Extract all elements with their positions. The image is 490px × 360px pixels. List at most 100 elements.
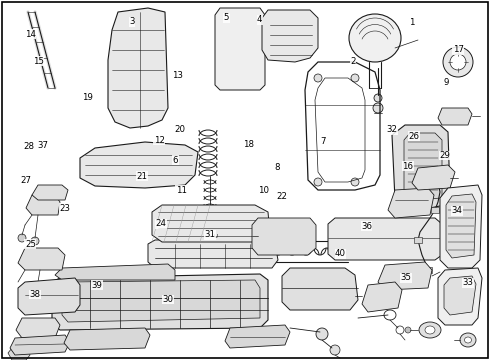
Ellipse shape xyxy=(419,322,441,338)
Circle shape xyxy=(252,284,264,296)
Circle shape xyxy=(299,36,304,40)
Text: 13: 13 xyxy=(172,71,183,80)
Circle shape xyxy=(275,27,280,32)
Circle shape xyxy=(366,234,374,242)
Polygon shape xyxy=(202,222,228,250)
Circle shape xyxy=(341,234,349,242)
Polygon shape xyxy=(440,185,482,268)
Polygon shape xyxy=(404,133,442,200)
Polygon shape xyxy=(215,8,265,90)
Circle shape xyxy=(225,53,231,59)
Text: 17: 17 xyxy=(453,45,464,54)
Circle shape xyxy=(245,65,251,71)
Text: 33: 33 xyxy=(463,278,473,287)
Text: 3: 3 xyxy=(129,17,135,26)
Polygon shape xyxy=(64,328,150,350)
Circle shape xyxy=(265,251,271,257)
Text: 38: 38 xyxy=(30,290,41,299)
Text: 10: 10 xyxy=(258,186,269,194)
Polygon shape xyxy=(8,348,30,360)
Text: 36: 36 xyxy=(361,222,372,231)
Polygon shape xyxy=(108,8,168,128)
Circle shape xyxy=(351,74,359,82)
Circle shape xyxy=(225,29,231,35)
Text: 16: 16 xyxy=(402,162,413,171)
Circle shape xyxy=(245,29,251,35)
Text: 24: 24 xyxy=(155,219,166,228)
Circle shape xyxy=(292,228,308,244)
Text: 18: 18 xyxy=(244,140,254,149)
Circle shape xyxy=(225,77,231,83)
Polygon shape xyxy=(438,108,472,125)
Circle shape xyxy=(395,269,409,283)
Text: 28: 28 xyxy=(23,143,34,152)
Circle shape xyxy=(288,44,293,49)
Polygon shape xyxy=(444,276,476,315)
Circle shape xyxy=(373,103,383,113)
Circle shape xyxy=(275,19,280,24)
Text: 32: 32 xyxy=(387,125,397,134)
Circle shape xyxy=(193,225,197,230)
Circle shape xyxy=(35,342,41,347)
Text: 11: 11 xyxy=(176,186,187,194)
Circle shape xyxy=(51,342,56,347)
Text: 27: 27 xyxy=(20,176,31,185)
Circle shape xyxy=(376,290,388,302)
Polygon shape xyxy=(18,278,80,315)
Polygon shape xyxy=(392,125,450,210)
Text: 14: 14 xyxy=(25,30,36,39)
Text: 26: 26 xyxy=(409,132,419,140)
Text: 1: 1 xyxy=(409,18,415,27)
Circle shape xyxy=(225,41,231,47)
Circle shape xyxy=(232,225,238,230)
Polygon shape xyxy=(424,267,432,273)
Polygon shape xyxy=(152,205,270,242)
Text: 34: 34 xyxy=(451,206,462,215)
Polygon shape xyxy=(18,248,65,270)
Circle shape xyxy=(310,285,316,291)
Circle shape xyxy=(299,27,304,32)
Circle shape xyxy=(62,284,74,296)
Polygon shape xyxy=(16,318,60,338)
Circle shape xyxy=(162,251,168,257)
Text: 37: 37 xyxy=(38,141,49,150)
Circle shape xyxy=(193,213,197,219)
Text: 31: 31 xyxy=(204,230,215,239)
Polygon shape xyxy=(282,268,358,310)
Circle shape xyxy=(20,342,25,347)
Circle shape xyxy=(426,172,438,184)
Circle shape xyxy=(391,234,399,242)
Polygon shape xyxy=(431,207,439,213)
Circle shape xyxy=(342,281,356,295)
Ellipse shape xyxy=(450,54,466,70)
Polygon shape xyxy=(412,165,455,190)
Text: 39: 39 xyxy=(92,281,102,289)
Circle shape xyxy=(416,234,424,242)
Polygon shape xyxy=(26,195,60,215)
Polygon shape xyxy=(446,194,476,258)
Circle shape xyxy=(324,281,338,295)
Text: 30: 30 xyxy=(162,295,173,304)
Circle shape xyxy=(225,65,231,71)
Circle shape xyxy=(213,225,218,230)
Polygon shape xyxy=(378,262,432,290)
Circle shape xyxy=(288,281,302,295)
Circle shape xyxy=(245,41,251,47)
Circle shape xyxy=(232,213,238,219)
Circle shape xyxy=(172,213,177,219)
Text: 7: 7 xyxy=(320,136,326,145)
Circle shape xyxy=(227,251,233,257)
Circle shape xyxy=(299,44,304,49)
Polygon shape xyxy=(62,280,260,322)
Ellipse shape xyxy=(465,337,471,343)
Ellipse shape xyxy=(460,333,476,347)
Circle shape xyxy=(245,77,251,83)
Circle shape xyxy=(31,237,39,245)
Text: 22: 22 xyxy=(276,192,287,201)
Circle shape xyxy=(449,111,459,121)
Polygon shape xyxy=(262,10,318,62)
Polygon shape xyxy=(52,274,268,330)
Text: 20: 20 xyxy=(175,125,186,134)
Circle shape xyxy=(267,228,283,244)
Polygon shape xyxy=(10,335,70,355)
